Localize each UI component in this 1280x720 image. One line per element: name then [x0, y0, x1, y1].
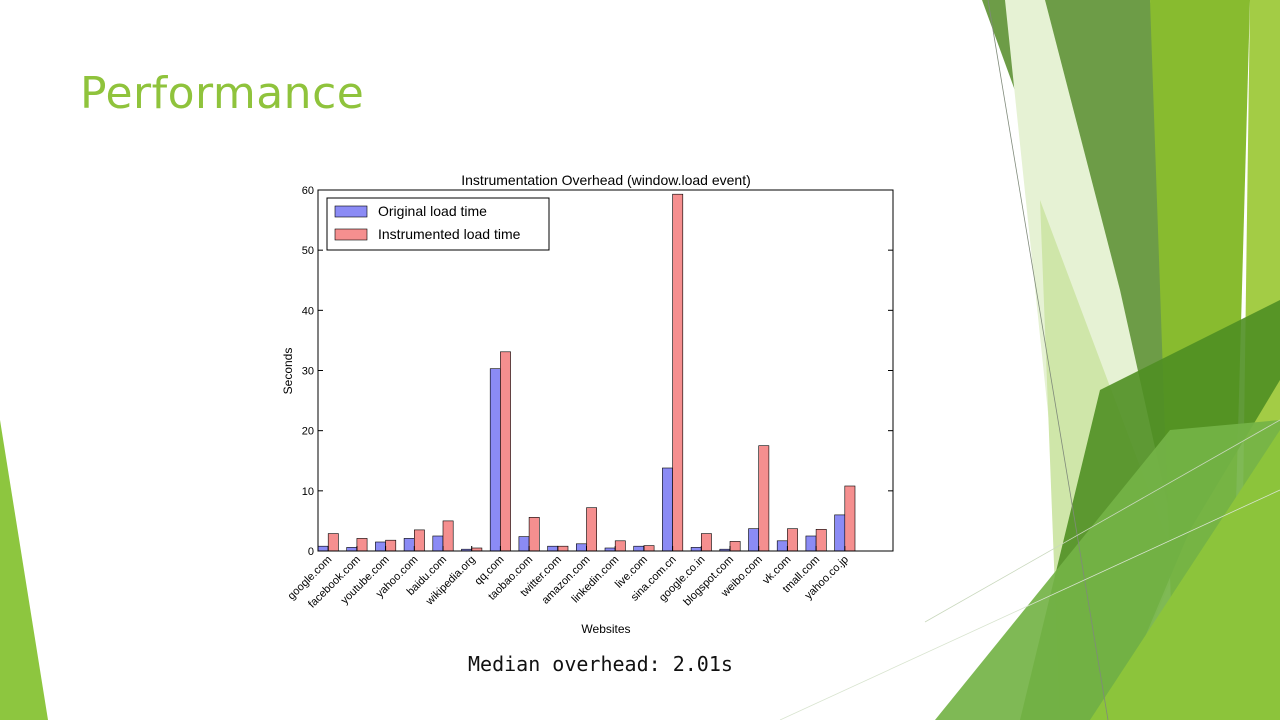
bar-original-vk-com: [776, 540, 788, 552]
bar-instrumented-yahoo-com: [414, 529, 425, 552]
bar-instrumented-tmall-com: [815, 528, 827, 552]
bar-instrumented-yahoo-co-jp: [844, 485, 856, 552]
y-tick-label: 40: [302, 305, 314, 317]
bar-original-facebook-com: [346, 547, 358, 552]
bar-instrumented-amazon-com: [586, 507, 597, 552]
bar-original-baidu-com: [432, 535, 444, 552]
bar-instrumented-twitter-com: [557, 545, 569, 552]
bar-instrumented-sina-com-cn: [672, 193, 684, 552]
legend-swatch-instrumented: [334, 228, 368, 241]
y-tick-label: 10: [302, 486, 314, 498]
decor-thin-line-1: [987, 0, 1109, 720]
legend-label-instrumented: Instrumented load time: [378, 226, 521, 242]
bar-original-youtube-com: [375, 541, 386, 552]
plot-frame: [317, 189, 894, 552]
bar-original-taobao-com: [518, 536, 530, 552]
x-axis-label: Websites: [581, 622, 630, 636]
decor-thin-line-2: [924, 419, 1280, 623]
decor-thin-line-3: [779, 489, 1280, 720]
median-overhead-caption: Median overhead: 2.01s: [468, 652, 733, 676]
y-tick-label: 50: [302, 245, 314, 257]
y-tick-label: 20: [302, 426, 314, 438]
y-tick-label: 0: [308, 546, 314, 558]
legend-label-original: Original load time: [378, 203, 487, 219]
bar-instrumented-blogspot-com: [729, 541, 741, 552]
bar-original-weibo-com: [748, 528, 759, 552]
y-axis-label: Seconds: [281, 348, 295, 395]
bar-instrumented-qq-com: [500, 351, 511, 552]
bar-original-amazon-com: [575, 543, 587, 552]
legend-swatch-original: [334, 205, 368, 218]
bar-instrumented-google-co-in: [700, 533, 712, 552]
bar-original-yahoo-com: [403, 538, 415, 552]
bar-original-twitter-com: [547, 545, 559, 552]
chart-title: Instrumentation Overhead (window.load ev…: [461, 172, 751, 188]
slide-title: Performance: [80, 68, 365, 119]
y-tick-label: 60: [302, 185, 314, 197]
legend: Original load time Instrumented load time: [326, 197, 550, 251]
bar-instrumented-baidu-com: [442, 520, 454, 552]
bar-instrumented-live-com: [643, 545, 655, 552]
bar-instrumented-facebook-com: [356, 538, 368, 552]
bar-original-google-co-in: [690, 547, 702, 552]
bar-instrumented-taobao-com: [528, 516, 540, 552]
bar-instrumented-linkedin-com: [614, 540, 626, 552]
bar-instrumented-youtube-com: [385, 539, 397, 552]
bar-original-google-com: [317, 545, 329, 552]
bar-instrumented-google-com: [327, 533, 339, 552]
decor-left-green-wedge: [0, 420, 48, 720]
bar-original-yahoo-co-jp: [834, 514, 846, 552]
bar-original-sina-com-cn: [662, 467, 673, 552]
bar-instrumented-vk-com: [787, 528, 798, 552]
bar-original-qq-com: [489, 368, 501, 552]
bar-chart: Instrumentation Overhead (window.load ev…: [260, 160, 910, 650]
bar-instrumented-weibo-com: [758, 445, 770, 552]
bar-original-tmall-com: [805, 535, 817, 552]
bar-original-live-com: [633, 545, 645, 552]
decor-bottom-right-bright: [1090, 430, 1280, 720]
y-tick-label: 30: [302, 366, 314, 378]
